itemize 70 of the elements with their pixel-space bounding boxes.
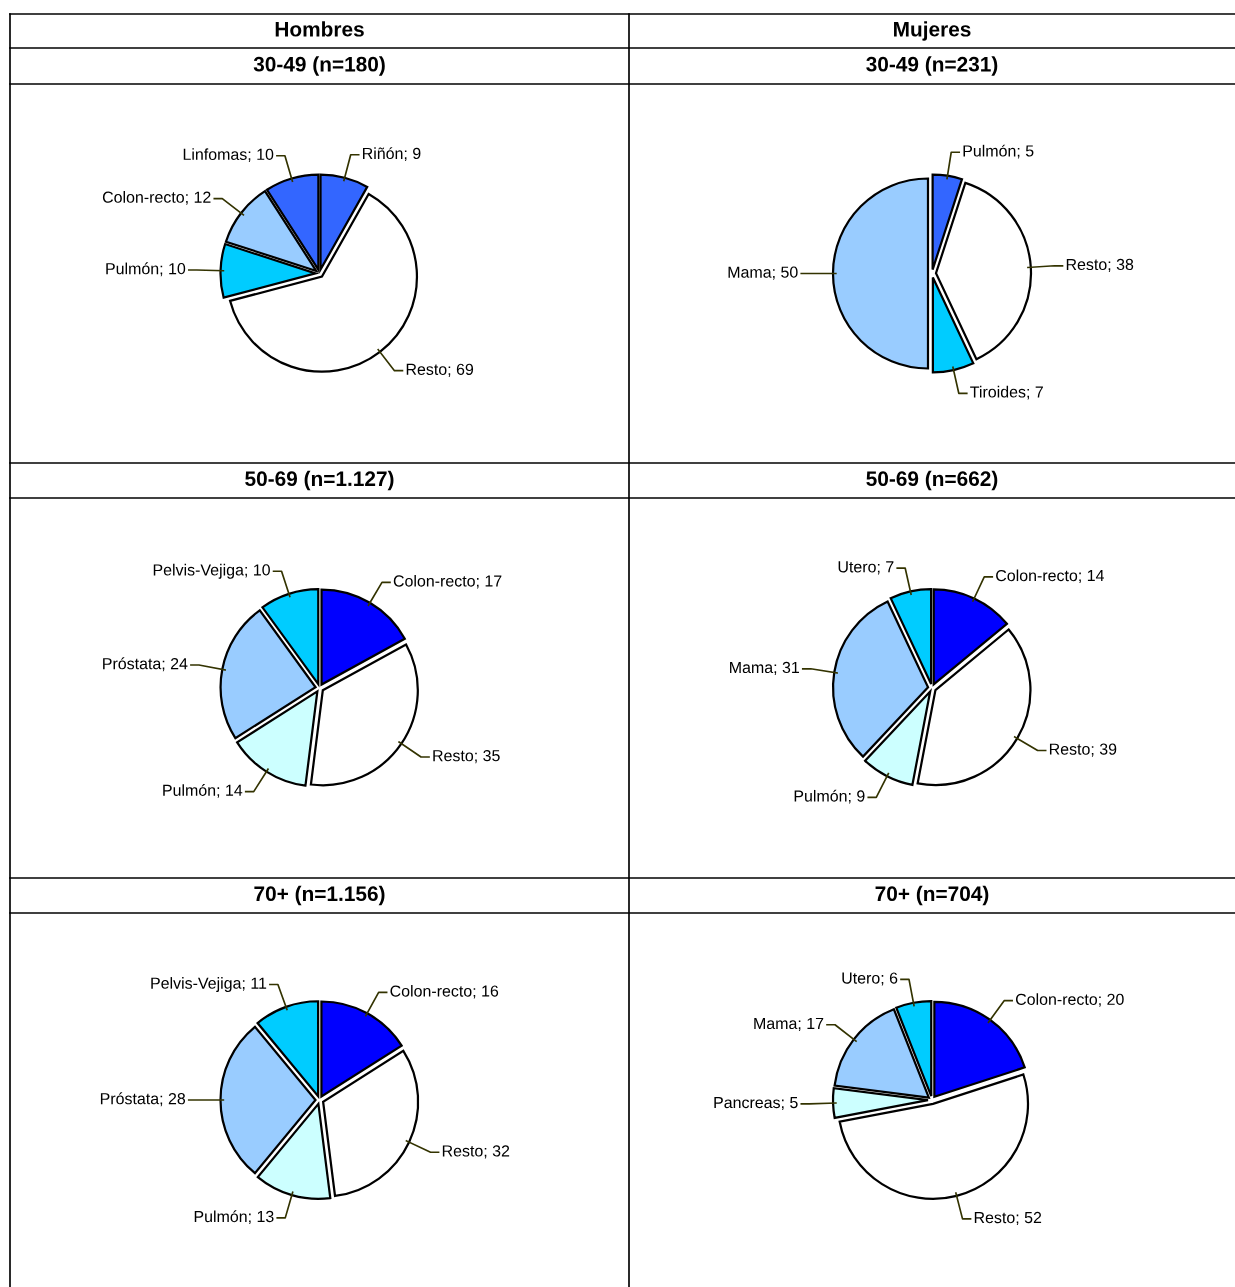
- data-label: ; 13: [249, 1210, 274, 1225]
- slice-label: Mama: [728, 266, 772, 278]
- chart-title: 50-69 (n=1.127): [245, 470, 394, 491]
- chart-title: Mujeres: [894, 21, 971, 41]
- chart-title: 50-69 (n=662): [866, 470, 998, 491]
- data-label: ; 5: [1017, 145, 1034, 159]
- slice-label: Resto: [1066, 258, 1107, 271]
- slice-label: Pulmón: [794, 789, 847, 802]
- slice-label: Colon-recto: [1015, 993, 1098, 1005]
- data-label: ; 11: [242, 977, 267, 991]
- slice-label: Mama: [730, 661, 774, 674]
- data-label: ; 24: [162, 657, 188, 672]
- slice-label: Resto: [442, 1145, 483, 1157]
- slice-label: Resto: [974, 1212, 1015, 1224]
- slice-label: Resto: [406, 363, 447, 375]
- data-label: ; 10: [160, 262, 186, 277]
- data-label: ; 31: [774, 661, 799, 675]
- slice-label: Pulmón: [194, 1210, 247, 1223]
- data-label: ; 6: [881, 972, 898, 986]
- chart-title: 70+ (n=1.156): [254, 885, 385, 906]
- data-label: ; 20: [1099, 993, 1124, 1007]
- slice-label: Resto: [433, 750, 474, 762]
- chart-subtitle: 30-49 (n=231): [866, 56, 998, 76]
- data-label: ; 17: [798, 1017, 824, 1031]
- data-label: ; 7: [877, 561, 894, 575]
- data-label: ; 38: [1108, 258, 1134, 272]
- slice-label: Resto: [1049, 743, 1090, 755]
- data-label: ; 17: [476, 575, 502, 589]
- data-label: ; 9: [404, 147, 421, 161]
- chart-title: 70+ (n=704): [875, 885, 989, 906]
- slice-label: Pancreas: [714, 1097, 780, 1109]
- data-label: ; 50: [773, 266, 798, 280]
- slice-label: Pulmón: [963, 144, 1016, 157]
- slice-label: Linfomas: [183, 148, 247, 161]
- data-label: ; 52: [1016, 1211, 1042, 1226]
- data-label: ; 32: [484, 1145, 510, 1159]
- slice-label: Pulmón: [163, 784, 216, 796]
- data-label: ; 10: [248, 148, 274, 162]
- slice-label: Colon-recto: [393, 574, 475, 587]
- slice-label: Pulmón: [106, 262, 159, 275]
- pie-slice: [256, 1102, 332, 1200]
- slice-label: Colon-recto: [390, 984, 472, 997]
- chart-subtitle: 30-49 (n=180): [253, 56, 385, 76]
- data-label: ; 14: [1079, 570, 1104, 584]
- slice-label: Pelvis-Vejiga: [153, 563, 244, 579]
- slice-label: Riñón: [363, 147, 403, 160]
- data-label: ; 14: [217, 784, 243, 798]
- data-label: ; 12: [186, 191, 211, 205]
- chart-title: Hombres: [275, 21, 364, 37]
- data-label: ; 9: [848, 790, 865, 804]
- slice-label: Utero: [842, 972, 880, 984]
- data-label: ; 39: [1091, 743, 1117, 757]
- slice-label: Colon-recto: [996, 569, 1078, 582]
- slice-label: Próstata: [103, 657, 162, 670]
- pie-slice: [219, 1025, 317, 1175]
- data-label: ; 10: [245, 564, 270, 578]
- data-label: ; 5: [781, 1097, 798, 1111]
- data-label: ; 69: [448, 363, 474, 377]
- data-label: ; 16: [473, 985, 499, 999]
- slice-label: Utero: [838, 561, 876, 573]
- pie-slice: [322, 1049, 420, 1198]
- slice-label: Tiroides: [970, 385, 1026, 398]
- slice-label: Mama: [754, 1017, 798, 1030]
- slice-label: Colon-recto: [102, 191, 184, 203]
- data-label: ; 35: [475, 749, 500, 764]
- slice-label: Próstata: [100, 1092, 160, 1105]
- slice-label: Pelvis-Vejiga: [151, 977, 242, 992]
- data-label: ; 28: [160, 1092, 186, 1107]
- pie-slice: [219, 609, 317, 740]
- data-label: ; 7: [1027, 386, 1043, 400]
